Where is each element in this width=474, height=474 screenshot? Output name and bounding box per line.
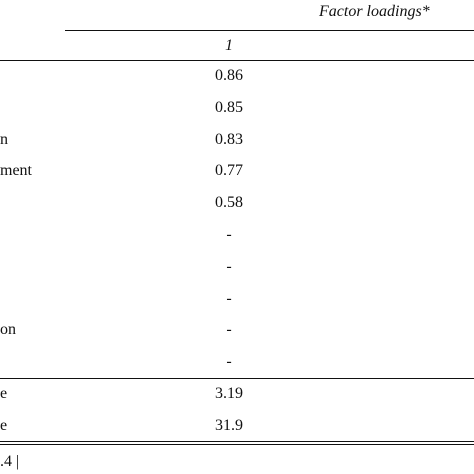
- summary-value: 31.9: [215, 417, 243, 434]
- summary-value: 3.19: [215, 385, 243, 402]
- subheader-rule: [0, 60, 474, 61]
- loading-value: 0.77: [215, 162, 243, 180]
- summary-label: e: [0, 385, 8, 402]
- loading-value: -: [226, 289, 232, 307]
- loading-value: -: [226, 353, 232, 371]
- loading-value: 0.58: [215, 194, 243, 212]
- row-label: ment: [0, 162, 32, 180]
- bottom-rule: [0, 441, 474, 442]
- summary-label: e: [0, 417, 8, 434]
- loading-value: 0.85: [215, 98, 243, 116]
- loading-value: -: [226, 321, 232, 339]
- factor-number: 1: [225, 37, 233, 54]
- header-rule: [65, 30, 474, 31]
- row-label: on: [0, 321, 16, 339]
- loading-value: 0.83: [215, 130, 243, 148]
- row-label: n: [0, 130, 8, 148]
- group-header: Factor loadings*: [319, 3, 430, 20]
- bottom-rule: [0, 444, 474, 445]
- loading-value: -: [226, 226, 232, 243]
- footnote: .4 |: [0, 453, 20, 470]
- summary-rule: [0, 378, 474, 379]
- loading-value: -: [226, 257, 232, 275]
- loading-value: 0.86: [215, 67, 243, 84]
